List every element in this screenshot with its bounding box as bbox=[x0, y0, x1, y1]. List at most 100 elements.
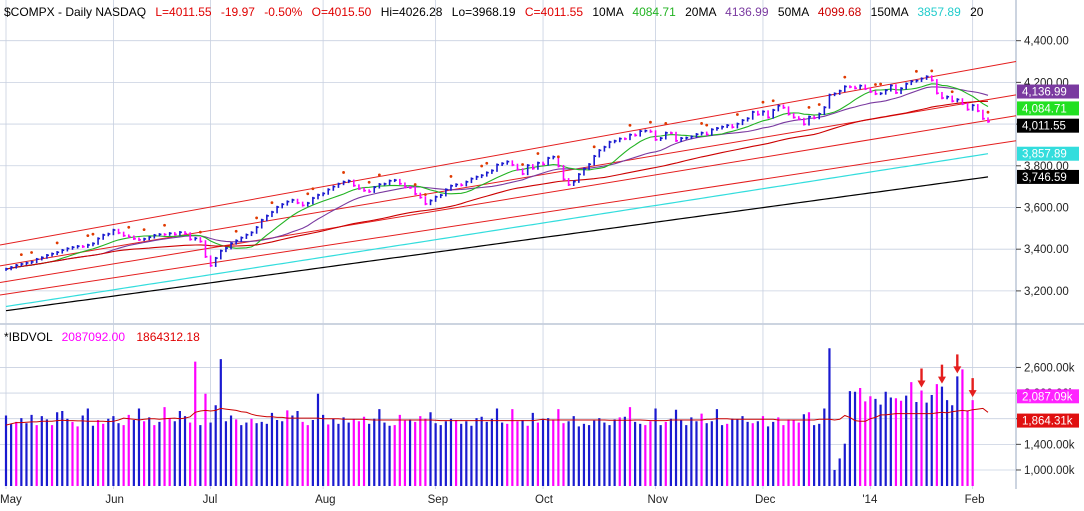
volume-label-text: 1,864.31k bbox=[1022, 416, 1073, 428]
signal-dot bbox=[163, 223, 166, 227]
signal-dot bbox=[536, 152, 540, 155]
ma200-line bbox=[5, 176, 989, 312]
signal-dot bbox=[423, 193, 427, 196]
signal-dot bbox=[55, 241, 59, 245]
header-high: Hi=4026.28 bbox=[381, 5, 443, 19]
signal-dot bbox=[807, 106, 811, 109]
time-tick-label: Jul bbox=[203, 494, 218, 506]
signal-dot bbox=[480, 164, 484, 168]
price-tick-label: 3,400.00 bbox=[1024, 244, 1069, 256]
signal-dot bbox=[413, 183, 417, 186]
signal-dot bbox=[628, 123, 632, 127]
signal-dot bbox=[914, 69, 918, 73]
signal-dot bbox=[761, 100, 765, 104]
price-label-text: 3,857.89 bbox=[1022, 149, 1067, 161]
signal-dot bbox=[311, 187, 315, 191]
chart-header: $COMPX - Daily NASDAQ L=4011.55 -19.97 -… bbox=[4, 5, 984, 19]
price-bars bbox=[5, 75, 990, 271]
volume-arrow-head bbox=[953, 366, 962, 374]
price-labels: 4,136.99 4,084.71 4,011.55 3,857.89 3,746.59… bbox=[1017, 84, 1079, 428]
header-symbol: $COMPX - Daily NASDAQ bbox=[4, 5, 146, 19]
channel-line bbox=[0, 115, 1017, 284]
signal-dot bbox=[705, 123, 709, 127]
signal-dot bbox=[950, 90, 954, 94]
signal-dot bbox=[930, 69, 934, 73]
signal-dot bbox=[198, 230, 202, 234]
volume-value-1: 2087092.00 bbox=[62, 330, 126, 344]
volume-average bbox=[5, 407, 989, 426]
header-ma200-label: 20 bbox=[970, 5, 984, 19]
price-label-text: 4,136.99 bbox=[1022, 87, 1067, 99]
signal-dot bbox=[664, 122, 668, 125]
header-last: L=4011.55 bbox=[155, 5, 211, 19]
volume-header: *IBDVOL 2087092.00 1864312.18 bbox=[4, 330, 200, 344]
header-ma150-value: 3857.89 bbox=[917, 5, 961, 19]
header-ma20-value: 4136.99 bbox=[725, 5, 769, 19]
price-label-text: 4,084.71 bbox=[1022, 103, 1067, 115]
time-tick-label: Dec bbox=[755, 494, 776, 506]
signal-dot bbox=[649, 120, 652, 124]
header-open: O=4015.50 bbox=[312, 5, 372, 19]
channel-line bbox=[0, 94, 1017, 267]
channel-line bbox=[0, 61, 1017, 246]
price-label-box bbox=[1017, 118, 1079, 133]
grid-layer bbox=[0, 0, 1016, 489]
signal-dot bbox=[367, 180, 371, 184]
price-tick-label: 4,400.00 bbox=[1024, 36, 1069, 48]
signal-dot bbox=[449, 175, 453, 178]
volume-tick-label: 1,400.00k bbox=[1024, 439, 1075, 451]
volume-arrows bbox=[917, 354, 977, 398]
volume-label-box bbox=[1017, 389, 1079, 404]
header-ma150-label: 150MA bbox=[871, 5, 909, 19]
signal-dot bbox=[735, 113, 739, 116]
time-tick-label: '14 bbox=[862, 494, 878, 506]
signal-dot bbox=[127, 225, 131, 229]
channel-line bbox=[0, 140, 1017, 296]
time-tick-label: Oct bbox=[535, 494, 554, 506]
header-ma20-label: 20MA bbox=[685, 5, 716, 19]
signal-dot bbox=[592, 145, 596, 149]
signal-dot bbox=[556, 155, 560, 159]
time-tick-label: Feb bbox=[965, 494, 985, 506]
header-ma50-value: 4099.68 bbox=[818, 5, 862, 19]
signal-dot bbox=[521, 163, 524, 166]
time-tick-label: May bbox=[0, 494, 22, 506]
time-tick-label: Jun bbox=[105, 494, 124, 506]
signal-dot bbox=[874, 83, 877, 86]
price-label-box bbox=[1017, 169, 1079, 184]
price-tick-label: 3,800.00 bbox=[1024, 161, 1069, 173]
volume-axis-bg bbox=[1016, 327, 1084, 489]
volume-arrow-head bbox=[937, 376, 946, 384]
signal-dot bbox=[142, 228, 146, 231]
header-low: Lo=3968.19 bbox=[452, 5, 516, 19]
volume-label-text: 2,087.09k bbox=[1022, 391, 1073, 403]
header-close: C=4011.55 bbox=[525, 5, 583, 19]
signal-dot bbox=[86, 234, 90, 238]
signal-dot bbox=[817, 103, 821, 106]
volume-bars bbox=[4, 348, 974, 486]
moving-averages bbox=[5, 83, 989, 312]
price-label-box bbox=[1017, 84, 1079, 99]
signal-dot bbox=[30, 251, 33, 254]
volume-title: *IBDVOL bbox=[4, 330, 53, 344]
price-panel-bg bbox=[0, 0, 1016, 320]
volume-tick-label: 1,000.00k bbox=[1024, 465, 1075, 477]
signal-dot bbox=[377, 173, 381, 177]
ma20-line bbox=[5, 86, 989, 270]
price-label-text: 3,746.59 bbox=[1022, 172, 1067, 184]
volume-value-2: 1864312.18 bbox=[136, 330, 200, 344]
signal-dot bbox=[19, 253, 23, 257]
signal-dot bbox=[843, 75, 847, 79]
header-change-pct: -0.50% bbox=[264, 5, 302, 19]
signal-dot bbox=[91, 232, 95, 236]
signal-dot bbox=[306, 192, 310, 196]
signal-dot bbox=[986, 110, 990, 114]
volume-arrow-head bbox=[917, 380, 926, 388]
price-label-box bbox=[1017, 101, 1079, 116]
price-tick-label: 3,600.00 bbox=[1024, 202, 1069, 214]
signal-dot bbox=[270, 201, 274, 205]
time-tick-label: Sep bbox=[428, 494, 448, 506]
signal-dot bbox=[342, 171, 345, 174]
